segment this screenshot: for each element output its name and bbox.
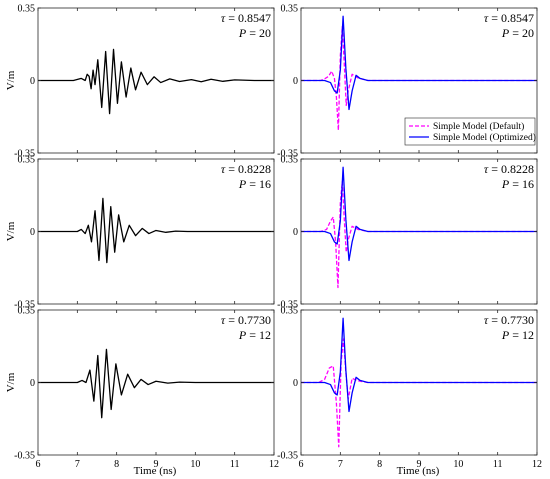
y-tick-label: 0.35 (18, 4, 36, 15)
x-tick-label: 12 (532, 459, 542, 470)
p-symbol: P (238, 26, 247, 40)
x-tick-label: 10 (190, 459, 200, 470)
y-tick-label: 0 (30, 378, 35, 389)
p-value: = 20 (246, 26, 271, 40)
p-annotation: P = 12 (238, 328, 271, 342)
tau-value: = 0.8547 (488, 11, 534, 25)
tau-value: = 0.7730 (225, 313, 271, 327)
tau-value: = 0.8228 (225, 162, 271, 176)
x-tick-label: 9 (417, 459, 422, 470)
x-axis-label-right: Time (ns) (397, 465, 440, 477)
x-tick-label: 6 (36, 459, 41, 470)
series-optimized-line (301, 166, 537, 262)
x-tick-label: 8 (377, 459, 382, 470)
series-optimized-line (301, 15, 537, 111)
p-value: = 12 (509, 328, 534, 342)
series-optimized-line (301, 317, 537, 413)
series-default-line (301, 338, 537, 448)
y-tick-label: 0.35 (18, 155, 36, 166)
series-waveform-line (38, 48, 274, 115)
series-waveform-line (38, 197, 274, 264)
tau-symbol: τ (484, 162, 489, 176)
tau-annotation: τ = 0.8228 (484, 162, 534, 176)
y-axis-label: V/m (5, 70, 17, 90)
x-tick-label: 12 (269, 459, 279, 470)
y-tick-label: -0.35 (277, 300, 298, 311)
p-value: = 16 (509, 177, 534, 191)
series-default-line (301, 25, 537, 131)
x-tick-label: 10 (453, 459, 463, 470)
y-tick-label: 0.35 (18, 306, 36, 317)
y-tick-label: -0.35 (277, 149, 298, 160)
y-tick-label: 0 (30, 76, 35, 87)
x-axis-label: Time (ns) (134, 465, 177, 477)
y-tick-label: 0 (293, 378, 298, 389)
y-tick-label: -0.35 (14, 451, 35, 462)
tau-symbol: τ (221, 313, 226, 327)
p-symbol: P (238, 328, 247, 342)
tau-value: = 0.8228 (488, 162, 534, 176)
y-tick-label: -0.35 (14, 300, 35, 311)
tau-symbol: τ (484, 313, 489, 327)
p-annotation: P = 20 (238, 26, 271, 40)
tau-symbol: τ (221, 11, 226, 25)
y-tick-label: -0.35 (14, 149, 35, 160)
x-tick-label: 7 (338, 459, 343, 470)
legend-label: Simple Model (Optimized) (433, 132, 536, 143)
x-tick-label: 6 (299, 459, 304, 470)
tau-symbol: τ (221, 162, 226, 176)
legend: Simple Model (Default)Simple Model (Opti… (404, 117, 536, 146)
x-tick-label: 8 (114, 459, 119, 470)
p-value: = 20 (509, 26, 534, 40)
series-default-line (301, 181, 537, 289)
y-tick-label: 0 (30, 227, 35, 238)
x-tick-label: 11 (493, 459, 503, 470)
tau-value: = 0.8547 (225, 11, 271, 25)
tau-annotation: τ = 0.7730 (221, 313, 271, 327)
p-symbol: P (238, 177, 247, 191)
p-annotation: P = 16 (501, 177, 534, 191)
y-tick-label: 0.35 (281, 155, 299, 166)
y-axis-label: V/m (5, 221, 17, 241)
series-waveform-line (38, 348, 274, 419)
x-tick-label: 9 (154, 459, 159, 470)
x-tick-label: 11 (230, 459, 240, 470)
tau-annotation: τ = 0.8547 (484, 11, 534, 25)
p-value: = 16 (246, 177, 271, 191)
p-symbol: P (501, 328, 510, 342)
x-tick-label: 7 (75, 459, 80, 470)
legend-label: Simple Model (Default) (433, 121, 524, 132)
legend-box (404, 117, 536, 146)
p-symbol: P (501, 177, 510, 191)
p-value: = 12 (246, 328, 271, 342)
p-symbol: P (501, 26, 510, 40)
tau-value: = 0.7730 (488, 313, 534, 327)
p-annotation: P = 16 (238, 177, 271, 191)
tau-annotation: τ = 0.8547 (221, 11, 271, 25)
y-tick-label: -0.35 (277, 451, 298, 462)
tau-annotation: τ = 0.7730 (484, 313, 534, 327)
y-axis-label: V/m (5, 372, 17, 392)
p-annotation: P = 12 (501, 328, 534, 342)
y-tick-label: 0 (293, 227, 298, 238)
y-tick-label: 0 (293, 76, 298, 87)
tau-annotation: τ = 0.8228 (221, 162, 271, 176)
y-tick-label: 0.35 (281, 306, 299, 317)
p-annotation: P = 20 (501, 26, 534, 40)
tau-symbol: τ (484, 11, 489, 25)
y-tick-label: 0.35 (281, 4, 299, 15)
